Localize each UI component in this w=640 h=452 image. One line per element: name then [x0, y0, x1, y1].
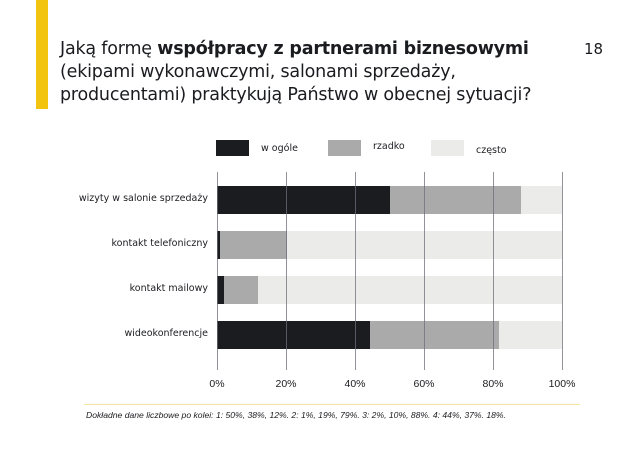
bar-row [217, 321, 562, 349]
bar-row [217, 276, 562, 304]
legend-swatch [431, 140, 464, 156]
bar-segment-rarely [223, 276, 259, 304]
title-bold: współpracy z partnerami biznesowymi [157, 39, 529, 59]
category-label: kontakt mailowy [129, 283, 208, 294]
x-tick-label: 60% [413, 378, 435, 390]
page-number: 18 [584, 40, 604, 58]
bar-segment-never [217, 276, 224, 304]
chart-legend: w ogóle rzadko często [0, 140, 640, 160]
bar-segment-often [499, 321, 562, 349]
gridline [286, 172, 287, 370]
legend-swatch [328, 140, 361, 156]
x-tick-label: 0% [209, 378, 225, 390]
bar-segment-never [217, 231, 221, 259]
bar-segment-never [217, 186, 390, 214]
gridline [424, 172, 425, 370]
footer-note: Dokładne dane liczbowe po kolei: 1: 50%,… [86, 410, 506, 420]
accent-bar [36, 0, 48, 109]
bar-segment-never [217, 321, 371, 349]
x-tick-label: 40% [344, 378, 366, 390]
gridline [355, 172, 356, 370]
bar-segment-rarely [370, 321, 500, 349]
bar-row [217, 186, 562, 214]
bar-segment-rarely [220, 231, 287, 259]
bar-row [217, 231, 562, 259]
slide-title: Jaką formę współpracy z partnerami bizne… [60, 38, 540, 107]
x-tick-label: 20% [275, 378, 297, 390]
title-line-1: Jaką formę współpracy z partnerami bizne… [60, 39, 529, 59]
gridline [493, 172, 494, 370]
footer-divider [84, 404, 580, 405]
bar-segment-often [258, 276, 562, 304]
legend-item-never: w ogóle [216, 140, 298, 156]
bar-segment-often [520, 186, 562, 214]
bar-segment-rarely [389, 186, 521, 214]
category-label: wideokonferencje [124, 328, 208, 339]
category-label: wizyty w salonie sprzedaży [78, 193, 208, 204]
legend-item-often: często [431, 140, 507, 156]
legend-item-rarely: rzadko [328, 140, 405, 156]
gridline [217, 172, 218, 370]
x-tick-label: 100% [548, 378, 576, 390]
gridline [562, 172, 563, 370]
legend-swatch [216, 140, 249, 156]
category-label: kontakt telefoniczny [111, 238, 208, 249]
title-line-3: producentami) praktykują Państwo w obecn… [60, 85, 532, 105]
title-line-2: (ekipami wykonawczymi, salonami sprzedaż… [60, 62, 456, 82]
x-tick-label: 80% [482, 378, 504, 390]
